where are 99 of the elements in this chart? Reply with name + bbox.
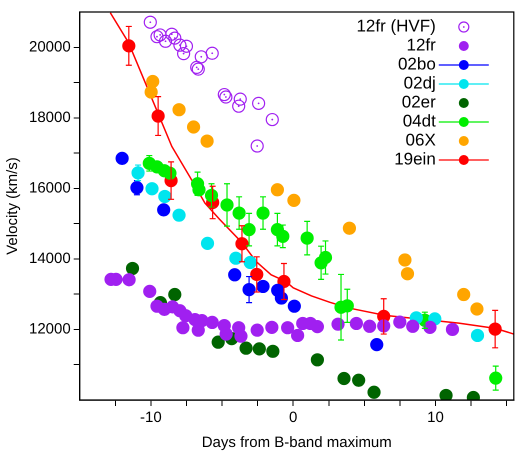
point (266, 112, 279, 126)
point (244, 256, 257, 270)
point (131, 166, 145, 180)
x-tick-label: 0 (289, 409, 298, 426)
x-tick-label: 10 (427, 409, 444, 426)
point (144, 16, 157, 29)
point (168, 288, 182, 302)
point (367, 386, 381, 399)
point (165, 28, 178, 41)
point (232, 206, 246, 220)
point (242, 282, 256, 296)
point (122, 273, 136, 286)
point (146, 74, 160, 88)
point (143, 284, 156, 298)
point (398, 253, 412, 267)
y-tick-label: 18000 (28, 108, 71, 126)
point (400, 267, 414, 280)
point (352, 374, 366, 387)
point (220, 327, 233, 341)
point (206, 46, 219, 60)
point (234, 330, 248, 343)
point (158, 190, 172, 204)
legend-label: 12fr (406, 36, 436, 55)
point (291, 328, 304, 342)
point (337, 372, 351, 386)
point (300, 232, 314, 245)
point (219, 90, 232, 104)
point (144, 85, 158, 99)
point (265, 320, 278, 334)
point (446, 322, 460, 336)
y-tick-label: 12000 (28, 320, 71, 338)
point (252, 96, 266, 110)
x-tick-label: -10 (140, 409, 162, 426)
point (310, 353, 324, 366)
point (212, 336, 225, 349)
point (130, 181, 144, 194)
y-tick-label: 20000 (28, 38, 71, 56)
point (172, 208, 186, 222)
legend-label: 02dj (404, 74, 436, 93)
point (266, 344, 280, 358)
point (172, 103, 186, 116)
point (200, 134, 214, 148)
point (331, 318, 345, 331)
point (206, 316, 219, 329)
point (393, 315, 406, 329)
point (281, 321, 294, 334)
point (370, 338, 384, 352)
y-tick-label: 14000 (28, 250, 71, 268)
point (234, 92, 247, 106)
point (350, 316, 363, 330)
point (250, 324, 264, 337)
point (173, 38, 187, 52)
point (220, 198, 234, 212)
point (239, 342, 253, 355)
point (310, 320, 324, 334)
point (288, 300, 301, 313)
y-tick-label: 16000 (28, 180, 71, 197)
point (229, 252, 242, 265)
point (256, 280, 270, 294)
legend-label: 12fr (HVF) (356, 16, 436, 36)
point (287, 194, 301, 207)
point (152, 109, 165, 123)
point (145, 182, 159, 196)
point (126, 262, 140, 276)
point (194, 50, 208, 64)
point (176, 321, 190, 334)
point (270, 183, 284, 196)
point (157, 203, 170, 216)
point (470, 302, 484, 316)
point (154, 28, 167, 42)
point (168, 32, 182, 45)
point (342, 222, 356, 235)
point (186, 120, 200, 134)
point (192, 324, 205, 337)
point (232, 100, 246, 113)
point (423, 320, 437, 334)
point (256, 206, 270, 220)
legend-label: 19ein (394, 150, 436, 169)
point (457, 288, 470, 302)
x-axis-title: Days from B-band maximum (202, 434, 392, 452)
point (406, 320, 420, 333)
legend-label: 06X (406, 130, 436, 150)
legend-label: 02bo (398, 54, 436, 74)
point (200, 236, 214, 250)
point (252, 342, 266, 356)
point (439, 388, 453, 400)
point (228, 268, 242, 282)
legend-label: 02er (402, 92, 436, 112)
legend-label: 04dt (402, 112, 436, 131)
point (250, 139, 264, 153)
point (177, 47, 190, 60)
point (150, 30, 164, 44)
point (180, 40, 194, 53)
point (363, 320, 376, 333)
point (116, 152, 129, 165)
point (218, 88, 231, 102)
y-axis-title: Velocity (km/s) (4, 157, 22, 255)
point (470, 328, 484, 342)
point (158, 34, 172, 48)
